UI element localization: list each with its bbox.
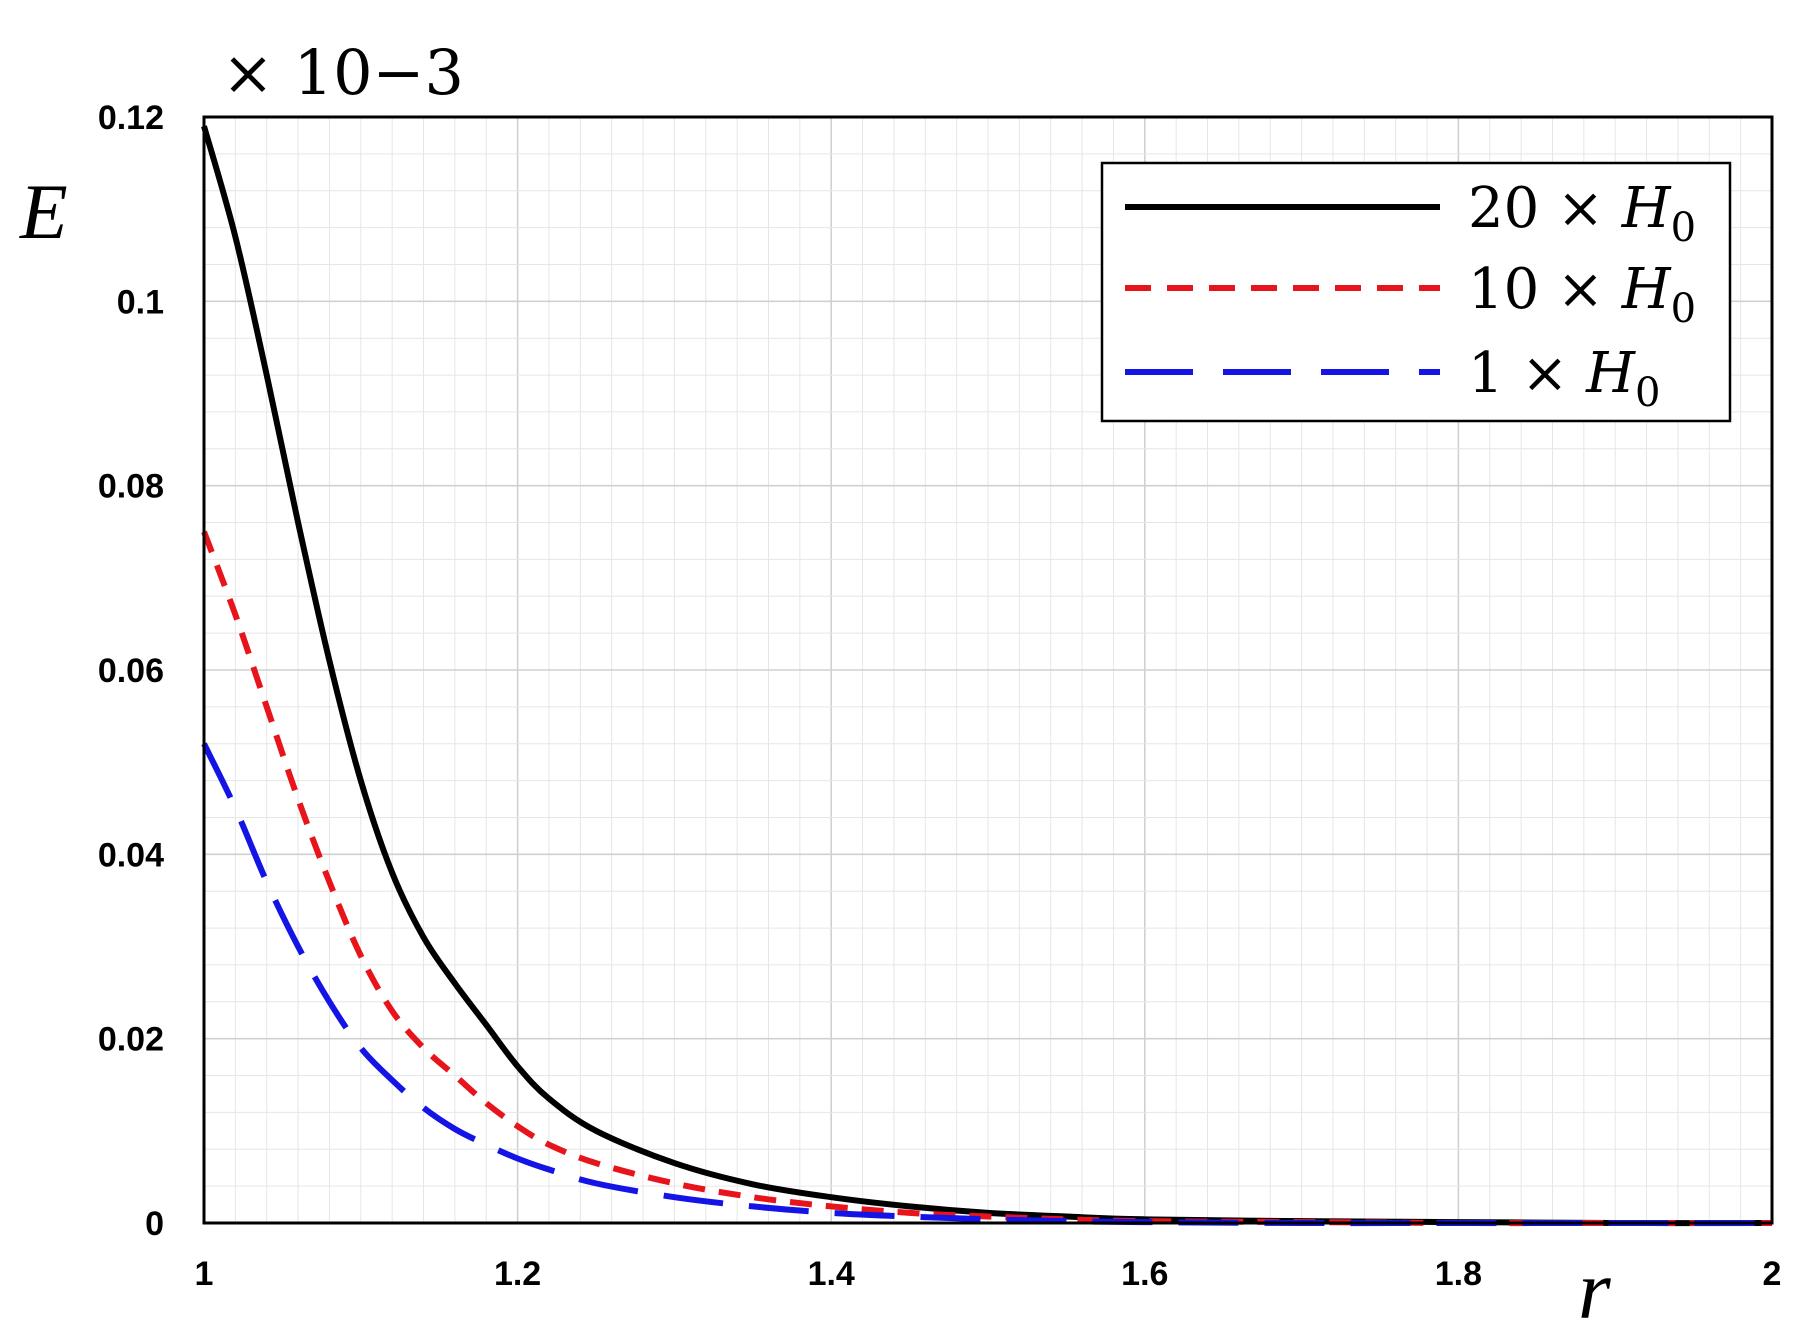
y-tick-label: 0.02	[98, 1021, 164, 1059]
x-tick-label: 2	[1763, 1255, 1782, 1293]
x-tick-label: 1.6	[1121, 1255, 1168, 1293]
plot-frame	[202, 115, 1774, 1225]
x-tick-label: 1.8	[1435, 1255, 1482, 1293]
y-axis-label: E	[19, 168, 68, 255]
legend-label-1: 20 × H0	[1468, 176, 1696, 251]
y-tick-label: 0.06	[98, 652, 164, 690]
x-axis-label: r	[1578, 1244, 1611, 1337]
y-tick-label: 0	[145, 1205, 164, 1243]
x-tick-labels: 1 1.2 1.4 1.6 1.8 2	[195, 1255, 1782, 1293]
y-multiplier: × 10−3	[222, 36, 464, 109]
y-tick-label: 0.1	[117, 283, 164, 321]
y-tick-label: 0.08	[98, 468, 164, 506]
y-tick-label: 0.12	[98, 99, 164, 137]
x-tick-label: 1.2	[494, 1255, 541, 1293]
x-tick-label: 1	[195, 1255, 214, 1293]
legend-label-3: 1 × H0	[1468, 341, 1660, 416]
y-tick-label: 0.04	[98, 836, 164, 874]
legend-label-2: 10 × H0	[1468, 257, 1696, 332]
x-tick-label: 1.4	[808, 1255, 855, 1293]
grid-lines	[203, 116, 1773, 1224]
y-tick-labels: 0 0.02 0.04 0.06 0.08 0.1 0.12	[98, 99, 164, 1243]
